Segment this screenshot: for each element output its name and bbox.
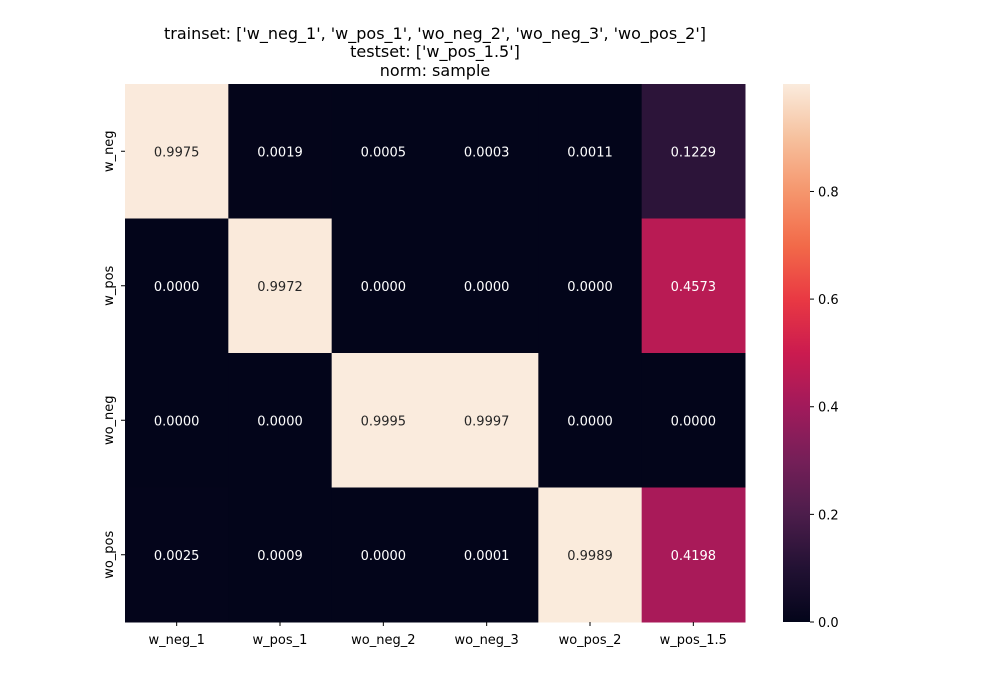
cell-value-label: 0.0000	[361, 280, 407, 295]
heatmap-cell	[331, 353, 436, 488]
cell-value-label: 0.1229	[671, 145, 717, 160]
cell-value-label: 0.0000	[567, 414, 613, 429]
heatmap-cell	[125, 218, 229, 354]
cell-value-label: 0.0000	[154, 414, 200, 429]
heatmap-cell	[331, 84, 436, 219]
x-tick-label: wo_neg_2	[351, 633, 415, 648]
cell-value-label: 0.0000	[257, 414, 303, 429]
cell-value-label: 0.9989	[567, 549, 613, 564]
heatmap-cell	[331, 487, 436, 623]
heatmap-cell	[641, 84, 746, 219]
heatmap-cell	[435, 84, 539, 219]
heatmap-cell	[538, 487, 643, 623]
heatmap-cell	[641, 353, 746, 488]
cell-value-label: 0.0000	[361, 549, 407, 564]
title-line-trainset: trainset: ['w_neg_1', 'w_pos_1', 'wo_neg…	[164, 24, 706, 44]
cell-value-label: 0.9995	[361, 414, 407, 429]
cell-value-label: 0.0000	[567, 280, 613, 295]
title-line-testset: testset: ['w_pos_1.5']	[350, 42, 520, 62]
cell-value-label: 0.0019	[257, 145, 303, 160]
colorbar-tick-label: 0.4	[818, 401, 839, 416]
y-axis-ticks: w_neg w_pos wo_neg wo_pos	[102, 130, 125, 579]
y-tick-label: wo_neg	[102, 395, 117, 445]
title-line-norm: norm: sample	[380, 61, 490, 80]
heatmap-cell	[125, 84, 229, 219]
colorbar-tick-label: 0.6	[818, 293, 839, 308]
y-tick-label: w_pos	[102, 265, 117, 305]
heatmap-cell	[228, 84, 333, 219]
x-tick-label: w_neg_1	[148, 633, 204, 648]
heatmap-cell	[538, 218, 643, 354]
heatmap-cell	[331, 218, 436, 354]
cell-value-label: 0.0025	[154, 549, 200, 564]
heatmap-cell	[435, 353, 539, 488]
cell-value-label: 0.9997	[464, 414, 510, 429]
cell-value-label: 0.4573	[671, 280, 717, 295]
cell-value-label: 0.9972	[257, 280, 303, 295]
x-axis-ticks: w_neg_1 w_pos_1 wo_neg_2 wo_neg_3 wo_pos_2 w_…	[148, 622, 727, 648]
chart-title: trainset: ['w_neg_1', 'w_pos_1', 'wo_neg…	[164, 24, 706, 80]
cell-value-label: 0.0011	[567, 145, 613, 160]
cell-value-label: 0.9975	[154, 145, 200, 160]
heatmap-cell	[538, 353, 643, 488]
x-tick-label: w_pos_1	[253, 633, 308, 648]
heatmap-cell	[228, 487, 333, 623]
heatmap-cell	[538, 84, 643, 219]
x-tick-label: wo_pos_2	[559, 633, 622, 648]
heatmap-cell	[125, 487, 229, 623]
heatmap-cell	[228, 353, 333, 488]
heatmap-cell	[125, 353, 229, 488]
colorbar: 0.0 0.2 0.4 0.6 0.8	[783, 84, 839, 631]
cell-value-label: 0.0000	[464, 280, 510, 295]
x-tick-label: w_pos_1.5	[660, 633, 727, 648]
x-tick-label: wo_neg_3	[454, 633, 518, 648]
colorbar-tick-label: 0.0	[818, 616, 839, 631]
cell-value-label: 0.0001	[464, 549, 510, 564]
cell-value-label: 0.0000	[671, 414, 717, 429]
y-tick-label: w_neg	[102, 130, 117, 172]
y-tick-label: wo_pos	[102, 530, 117, 578]
heatmap-cells: 0.9975 0.0019 0.0005 0.0003 0.0011 0.1229 0.00…	[125, 84, 746, 623]
colorbar-tick-label: 0.8	[818, 185, 839, 200]
heatmap-cell	[435, 218, 539, 354]
colorbar-tick-label: 0.2	[818, 508, 839, 523]
cell-value-label: 0.0000	[154, 280, 200, 295]
cell-value-label: 0.4198	[671, 549, 717, 564]
heatmap-cell	[641, 218, 746, 354]
cell-value-label: 0.0003	[464, 145, 510, 160]
heatmap-cell	[435, 487, 539, 623]
heatmap-cell	[641, 487, 746, 623]
cell-value-label: 0.0009	[257, 549, 303, 564]
colorbar-gradient	[783, 84, 810, 622]
cell-value-label: 0.0005	[361, 145, 407, 160]
heatmap-cell	[228, 218, 333, 354]
